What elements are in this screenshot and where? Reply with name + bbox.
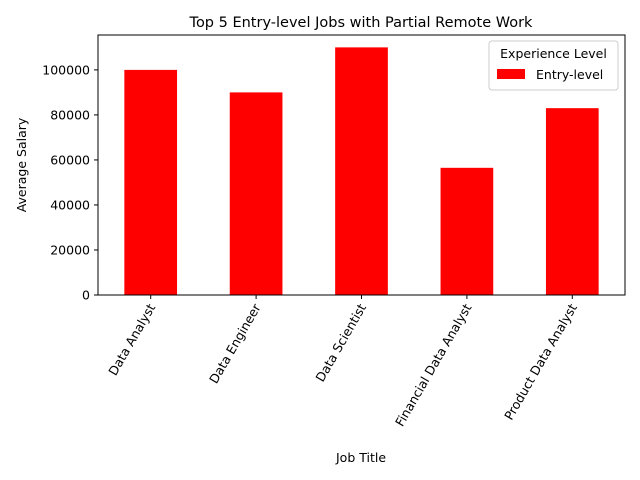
bars-group	[124, 47, 599, 296]
legend: Experience Level Entry-level	[488, 40, 619, 91]
legend-title: Experience Level	[500, 46, 607, 61]
x-tick-label: Product Data Analyst	[501, 301, 580, 423]
y-axis-ticks: 0 20000 40000 60000 80000 100000	[42, 62, 98, 303]
bar-data-scientist	[335, 47, 388, 295]
y-tick-label: 100000	[42, 62, 90, 77]
y-tick-label: 60000	[50, 152, 90, 167]
legend-label: Entry-level	[536, 67, 603, 82]
y-tick-label: 0	[82, 288, 90, 303]
bar-data-analyst	[124, 69, 178, 295]
legend-swatch	[497, 69, 525, 79]
y-axis-title: Average Salary	[14, 117, 29, 212]
x-axis-ticks: Data Analyst Data Engineer Data Scientist F…	[105, 295, 580, 429]
chart-title: Top 5 Entry-level Jobs with Partial Remo…	[189, 15, 533, 31]
y-tick-label: 80000	[50, 107, 90, 122]
bar-data-engineer	[229, 92, 283, 296]
y-tick-label: 40000	[50, 197, 90, 212]
y-tick-label: 20000	[50, 242, 90, 257]
x-axis-title: Job Title	[335, 450, 386, 465]
x-tick-label: Data Scientist	[312, 301, 369, 384]
bar-financial-data-analyst	[440, 167, 494, 295]
plot-frame	[97, 34, 626, 296]
x-tick-label: Data Analyst	[105, 301, 158, 378]
x-tick-label: Data Engineer	[206, 300, 264, 386]
x-tick-label: Financial Data Analyst	[392, 301, 475, 429]
bar-product-data-analyst	[545, 108, 599, 295]
